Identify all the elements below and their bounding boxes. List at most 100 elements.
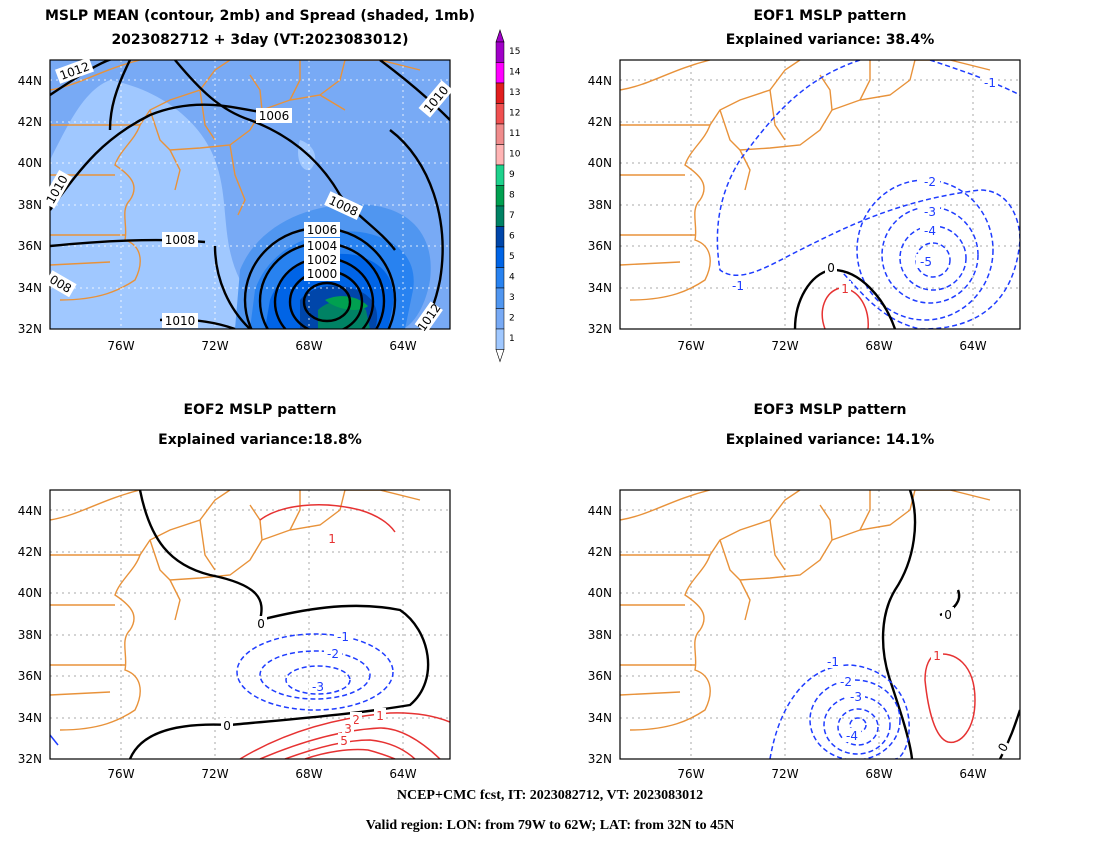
lon-label: 64W [959, 339, 986, 353]
coastlines [620, 60, 991, 301]
contour-label: -1 [984, 76, 996, 90]
lat-label: 40N [588, 586, 612, 600]
colorbar-segment [495, 205, 505, 227]
colorbar-label: 15 [509, 47, 520, 57]
colorbar-segment [495, 308, 505, 330]
lat-label: 32N [588, 322, 612, 336]
mean-subtitle: 2023082712 + 3day (VT:2023083012) [111, 32, 409, 48]
mean-title: MSLP MEAN (contour, 2mb) and Spread (sha… [45, 8, 475, 24]
eof1-subtitle: Explained variance: 38.4% [725, 32, 935, 48]
contour-label: -5 [920, 255, 932, 269]
contour-label: 2 [352, 713, 360, 727]
eof2-title: EOF2 MSLP pattern [183, 402, 337, 418]
contour-label: 1008 [165, 233, 196, 247]
lon-label: 72W [201, 767, 228, 780]
gridlines [50, 60, 450, 329]
contour-label: 3 [344, 722, 352, 736]
colorbar-segment [495, 226, 505, 248]
gridlines [620, 60, 1020, 329]
mean-lat-axis: 44N 42N 40N 38N 36N 34N 32N [18, 74, 42, 336]
lon-label: 76W [107, 339, 134, 353]
lat-label: 38N [18, 628, 42, 642]
eof2-map-panel: 1 0 -1 -2 -3 0 1 2 3 4 5 44N 42N 40N 38N… [18, 489, 451, 780]
lat-label: 34N [18, 711, 42, 725]
lat-label: 36N [18, 669, 42, 683]
colorbar-label: 5 [509, 252, 515, 262]
gridlines [50, 490, 450, 759]
colorbar-label: 4 [509, 273, 515, 283]
contour-label: 1006 [259, 109, 290, 123]
eof2-lon-axis: 76W 72W 68W 64W [107, 767, 416, 780]
lon-label: 64W [389, 339, 416, 353]
lat-label: 38N [18, 198, 42, 212]
lat-label: 34N [18, 281, 42, 295]
eof3-lon-axis: 76W 72W 68W 64W [677, 767, 986, 780]
contour-label: 1002 [307, 253, 338, 267]
lat-label: 36N [588, 669, 612, 683]
contour-label: -1 [732, 279, 744, 293]
contour-label: -4 [924, 224, 936, 238]
contour-label: -3 [312, 680, 324, 694]
colorbar-label: 2 [509, 314, 515, 324]
colorbar-segment [495, 267, 505, 289]
colorbar-segment [495, 103, 505, 125]
lat-label: 44N [588, 504, 612, 518]
contour-label: 1004 [307, 239, 338, 253]
contour-label: 1 [933, 649, 941, 663]
colorbar-segment [495, 246, 505, 268]
eof2-contours [50, 490, 450, 759]
contour-label: -3 [850, 690, 862, 704]
colorbar-label: 8 [509, 191, 515, 201]
lon-label: 64W [389, 767, 416, 780]
gridlines [620, 490, 1020, 759]
colorbar-segment [495, 185, 505, 207]
eof3-contour-labels: 0 1 -1 -2 -3 -4 0 [824, 607, 1012, 756]
colorbar-label: 9 [509, 170, 515, 180]
colorbar-top-arrow [495, 29, 505, 43]
spread-shade-1 [50, 80, 250, 329]
spread-shade-8 [325, 296, 368, 310]
lat-label: 42N [588, 115, 612, 129]
contour-label: -1 [337, 630, 349, 644]
eof1-lat-axis: 44N 42N 40N 38N 36N 34N 32N [588, 74, 612, 336]
lon-label: 68W [865, 339, 892, 353]
contour-label: 1 [376, 709, 384, 723]
eof1-contours [716, 60, 1020, 329]
contour-label: -4 [846, 729, 858, 743]
coastlines [50, 490, 421, 731]
colorbar-label: 12 [509, 109, 520, 119]
lon-label: 72W [201, 339, 228, 353]
colorbar-label: 14 [509, 68, 521, 78]
contour-label: 5 [340, 734, 348, 748]
contour-label: -2 [924, 175, 936, 189]
mean-contour-labels: 1012 1006 1010 1010 1008 1008 1006 1004 … [41, 57, 454, 334]
coastlines [620, 490, 991, 731]
eof3-title: EOF3 MSLP pattern [753, 402, 907, 418]
colorbar-segment [495, 164, 505, 186]
colorbar-label: 10 [509, 150, 521, 160]
lon-label: 68W [295, 339, 322, 353]
colorbar-segment [495, 62, 505, 84]
lat-label: 42N [18, 545, 42, 559]
lat-label: 36N [588, 239, 612, 253]
eof1-lon-axis: 76W 72W 68W 64W [677, 339, 986, 353]
lat-label: 44N [588, 74, 612, 88]
lat-label: 42N [588, 545, 612, 559]
lat-label: 44N [18, 504, 42, 518]
lat-label: 38N [588, 198, 612, 212]
colorbar-segment [495, 144, 505, 166]
lon-label: 68W [865, 767, 892, 780]
colorbar-segment [495, 328, 505, 350]
eof1-contour-labels: -1 -2 -3 -4 -5 -1 0 1 [729, 75, 998, 296]
contour-label: 1006 [307, 223, 338, 237]
colorbar: 15 14 13 12 11 10 9 8 7 6 5 4 3 2 1 [495, 29, 521, 363]
lon-label: 76W [677, 767, 704, 780]
lon-label: 72W [771, 767, 798, 780]
contour-label: -2 [327, 647, 339, 661]
colorbar-label: 3 [509, 293, 515, 303]
lon-label: 64W [959, 767, 986, 780]
colorbar-label: 6 [509, 232, 515, 242]
eof3-lat-axis: 44N 42N 40N 38N 36N 34N 32N [588, 504, 612, 766]
lat-label: 38N [588, 628, 612, 642]
lat-label: 42N [18, 115, 42, 129]
